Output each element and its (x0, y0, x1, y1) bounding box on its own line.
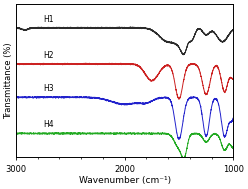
Text: H1: H1 (43, 15, 54, 24)
Text: H3: H3 (43, 84, 54, 93)
Y-axis label: Transmittance (%): Transmittance (%) (4, 42, 13, 119)
X-axis label: Wavenumber (cm⁻¹): Wavenumber (cm⁻¹) (79, 176, 171, 185)
Text: H2: H2 (43, 51, 54, 60)
Text: H4: H4 (43, 120, 54, 129)
